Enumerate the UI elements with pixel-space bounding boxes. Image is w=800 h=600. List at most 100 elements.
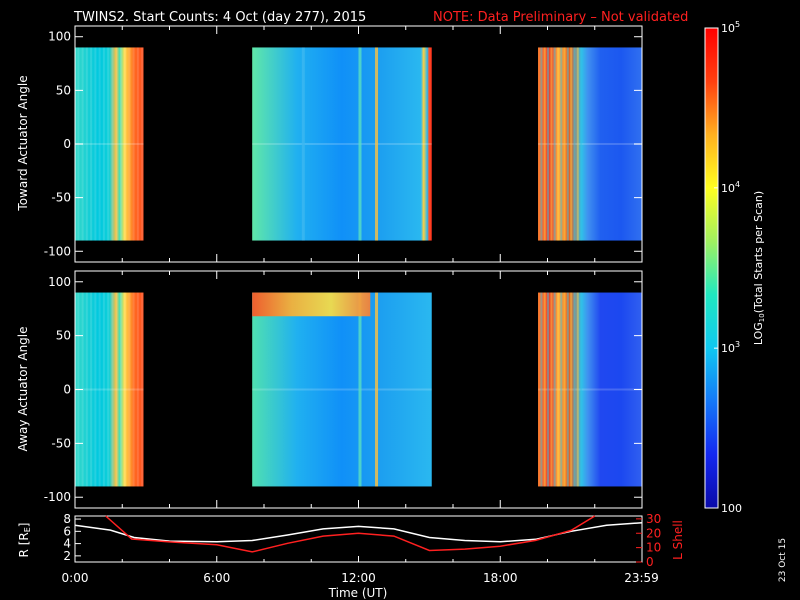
stripe: [124, 292, 127, 487]
radius-ylabel: R [RE]: [17, 523, 32, 558]
stripe: [98, 47, 101, 241]
ytick-label: 50: [56, 329, 71, 343]
stripe: [547, 292, 550, 487]
stripe: [573, 47, 576, 241]
time-tick-label: 6:00: [203, 571, 230, 585]
stripe: [128, 292, 131, 487]
data-block: [252, 47, 432, 241]
radius-tick-label: 2: [63, 549, 71, 563]
lshell-tick-label: 20: [646, 526, 661, 540]
colorbar-gradient: [705, 28, 718, 508]
toward-heatmap-panel: 100 50 0 -50 -100: [44, 25, 643, 263]
stripe: [553, 292, 556, 487]
stripe: [94, 292, 97, 487]
stripe: [543, 47, 546, 241]
ytick-label: -100: [44, 490, 71, 504]
time-tick-label: 12:00: [341, 571, 376, 585]
radius-tick-label: 6: [63, 524, 71, 538]
data-block: [538, 292, 642, 487]
ytick-label: 0: [63, 137, 71, 151]
stripe: [132, 47, 135, 241]
radius-tick-label: 8: [63, 512, 71, 526]
ytick-label: 100: [48, 275, 71, 289]
data-block: [538, 47, 642, 241]
time-streak: [375, 292, 379, 487]
stripe: [94, 47, 97, 241]
stripe: [580, 292, 583, 487]
stripe: [560, 47, 563, 241]
stripe: [556, 47, 559, 241]
ytick-label: 50: [56, 83, 71, 97]
data-block: [75, 292, 144, 487]
time-tick-label: 23:59: [624, 571, 659, 585]
time-tick-label: 18:00: [483, 571, 518, 585]
time-tick-label: 0:00: [62, 571, 89, 585]
preliminary-note: NOTE: Data Preliminary – Not validated: [433, 10, 688, 25]
stripe: [141, 47, 144, 241]
stripe: [550, 292, 553, 487]
stripe: [98, 292, 101, 487]
lshell-ylabel: L Shell: [671, 520, 685, 560]
colorbar-tick-label: 105: [721, 20, 740, 35]
stripe: [553, 47, 556, 241]
stripe: [111, 47, 114, 241]
stripe: [570, 47, 573, 241]
stripe: [128, 47, 131, 241]
chart-title: TWINS2. Start Counts: 4 Oct (day 277), 2…: [73, 10, 366, 25]
stripe: [580, 47, 583, 241]
stripe: [115, 292, 118, 487]
colorbar-frame: [704, 27, 719, 509]
time-streak: [358, 292, 362, 487]
colorbar-tick-label: 104: [721, 180, 740, 195]
away-ylabel: Away Actuator Angle: [16, 326, 30, 451]
time-xlabel: Time (UT): [328, 586, 388, 600]
stripe: [111, 292, 114, 487]
away-heatmap-panel: 100 50 0 -50 -100: [44, 270, 643, 509]
data-block: [252, 292, 432, 487]
stripe: [566, 292, 569, 487]
toward-ylabel: Toward Actuator Angle: [16, 75, 30, 211]
radius-line: [74, 521, 643, 543]
ytick-label: 100: [48, 30, 71, 44]
stripe: [141, 292, 144, 487]
time-streak: [375, 47, 379, 241]
date-stamp: 23 Oct 15: [778, 538, 788, 582]
stripe: [540, 292, 543, 487]
stripe: [85, 292, 88, 487]
stripe: [566, 47, 569, 241]
stripe: [119, 292, 122, 487]
stripe: [576, 47, 579, 241]
ytick-label: 0: [63, 383, 71, 397]
stripe: [85, 47, 88, 241]
data-block: [75, 47, 144, 241]
ytick-label: -100: [44, 244, 71, 258]
colorbar-tick-label: 100: [721, 502, 742, 515]
orbit-frame: [74, 515, 643, 563]
colorbar-tick-label: 103: [721, 340, 740, 355]
stripe: [576, 292, 579, 487]
stripe: [132, 292, 135, 487]
hot-band: [252, 292, 371, 317]
lshell-tick-label: 30: [646, 512, 661, 526]
ytick-label: -50: [51, 191, 71, 205]
stripe: [90, 47, 93, 241]
stripe: [570, 292, 573, 487]
stripe: [115, 47, 118, 241]
stripe: [547, 47, 550, 241]
stripe: [136, 47, 139, 241]
stripe: [560, 292, 563, 487]
stripe: [136, 292, 139, 487]
stripe: [107, 292, 110, 487]
time-streak: [301, 47, 305, 241]
ytick-label: -50: [51, 436, 71, 450]
time-streak: [358, 47, 362, 241]
stripe: [556, 292, 559, 487]
stripe: [102, 47, 105, 241]
stripe: [107, 47, 110, 241]
stripe: [563, 292, 566, 487]
colorbar: 105 104 103 100: [704, 20, 742, 515]
stripe: [563, 47, 566, 241]
stripe: [543, 292, 546, 487]
